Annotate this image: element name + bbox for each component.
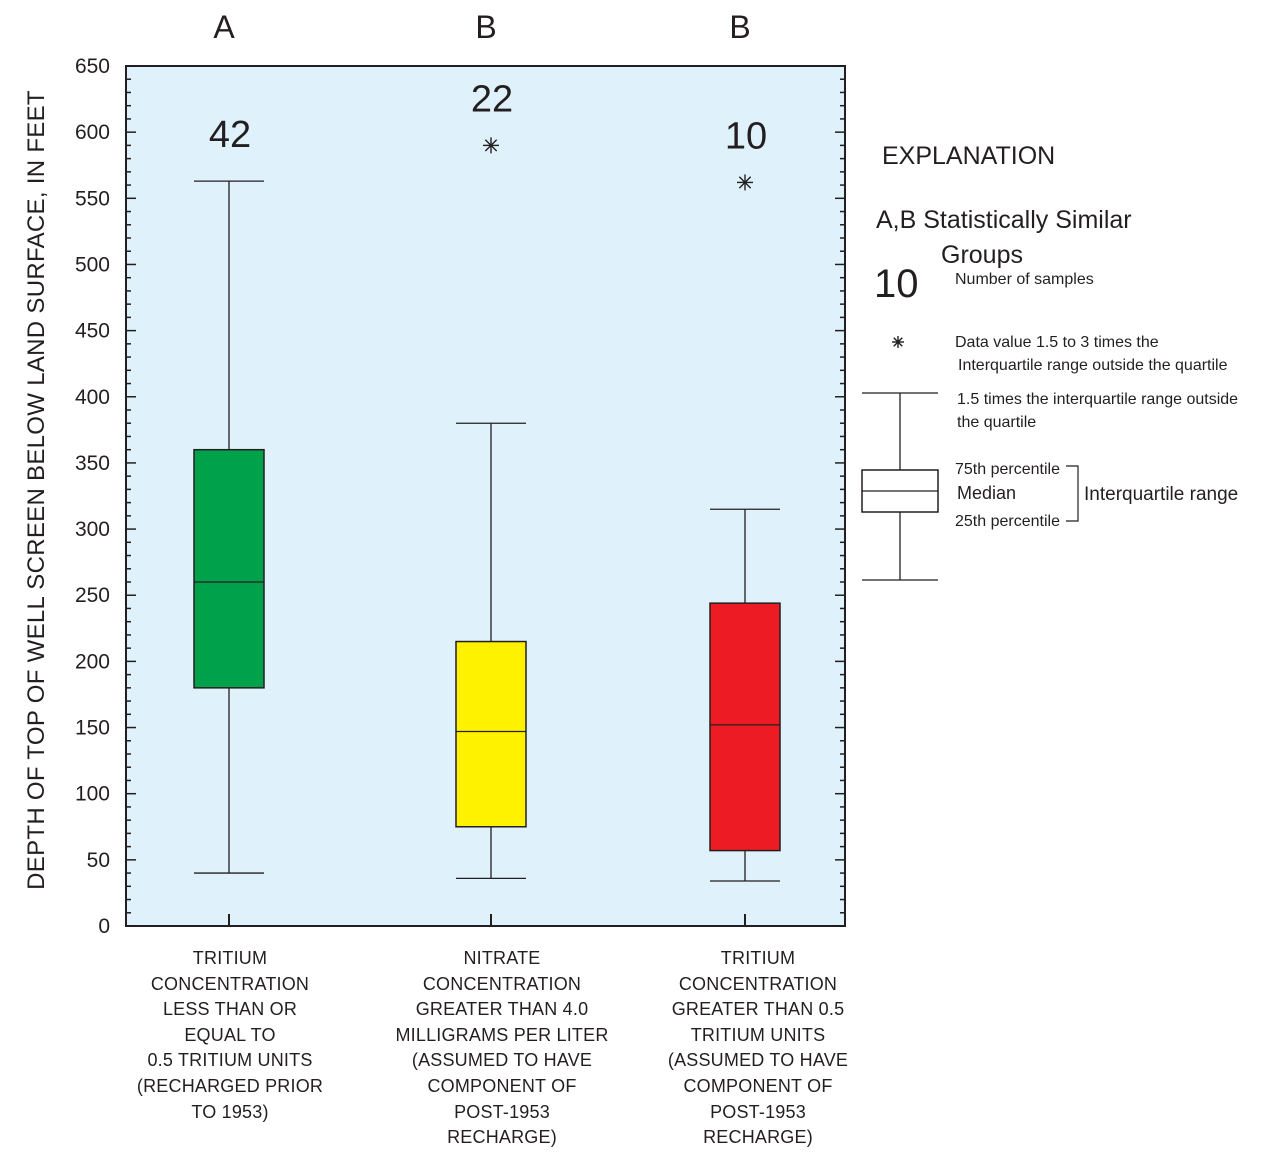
explanation-groups-cont: Groups	[941, 241, 1023, 269]
legend-example-boxplot	[861, 336, 1079, 581]
explanation-p25: 25th percentile	[955, 513, 1060, 530]
group-letter: B	[475, 9, 496, 45]
y-tick-label: 100	[75, 783, 110, 806]
y-tick-label: 400	[75, 386, 110, 409]
explanation-p75: 75th percentile	[955, 461, 1060, 478]
sample-count: 10	[725, 115, 767, 157]
plot-area: 0 50 100 150 200 250 300 350 400 450 500 550 600 650 D…	[23, 9, 846, 938]
explanation-whisker-text: 1.5 times the interquartile range outsid…	[957, 391, 1239, 431]
explanation-title: EXPLANATION	[882, 142, 1056, 170]
explanation-sample-text: Number of samples	[955, 271, 1094, 288]
box-series-3: 10 B	[709, 9, 781, 926]
plot-frame	[125, 65, 846, 927]
category-label: NITRATE CONCENTRATION GREATER THAN 4.0 M…	[395, 948, 609, 1148]
y-tick-label: 200	[75, 650, 110, 673]
explanation-groups: A,B Statistically Similar	[876, 206, 1132, 234]
explanation-sample-number: 10	[874, 262, 919, 306]
explanation-iqr: Interquartile range	[1084, 484, 1239, 505]
sample-count: 42	[209, 114, 251, 156]
explanation-median: Median	[957, 483, 1017, 503]
outlier-marker	[737, 174, 753, 191]
explanation-outlier-text: Data value 1.5 to 3 times the Interquart…	[955, 334, 1228, 374]
box-series-1: 42 A	[193, 9, 265, 926]
y-tick-label: 500	[75, 253, 110, 276]
iqr-box	[193, 448, 265, 689]
group-letter: A	[213, 9, 235, 45]
y-tick-label: 450	[75, 320, 110, 343]
category-label: TRITIUM CONCENTRATION GREATER THAN 0.5 T…	[667, 948, 849, 1148]
y-tick-label: 250	[75, 584, 110, 607]
iqr-box	[709, 602, 781, 852]
legend-outlier-marker	[892, 336, 904, 348]
sample-count: 22	[471, 78, 513, 120]
outlier-marker	[483, 137, 499, 154]
iqr-box	[455, 640, 527, 828]
category-label: TRITIUM CONCENTRATION LESS THAN OR EQUAL…	[136, 948, 324, 1122]
y-tick-label: 350	[75, 452, 110, 475]
y-tick-label: 300	[75, 518, 110, 541]
y-tick-label: 600	[75, 121, 110, 144]
group-letter: B	[729, 9, 750, 45]
box-series-2: 22 B	[455, 9, 527, 926]
y-tick-label: 50	[87, 849, 110, 872]
y-tick-label: 650	[75, 55, 110, 78]
legend-iqr-bracket	[1066, 465, 1079, 522]
y-tick-label: 550	[75, 187, 110, 210]
y-tick-label: 0	[98, 915, 110, 938]
y-tick-label: 150	[75, 717, 110, 740]
y-axis-title: DEPTH OF TOP OF WELL SCREEN BELOW LAND S…	[23, 90, 50, 890]
